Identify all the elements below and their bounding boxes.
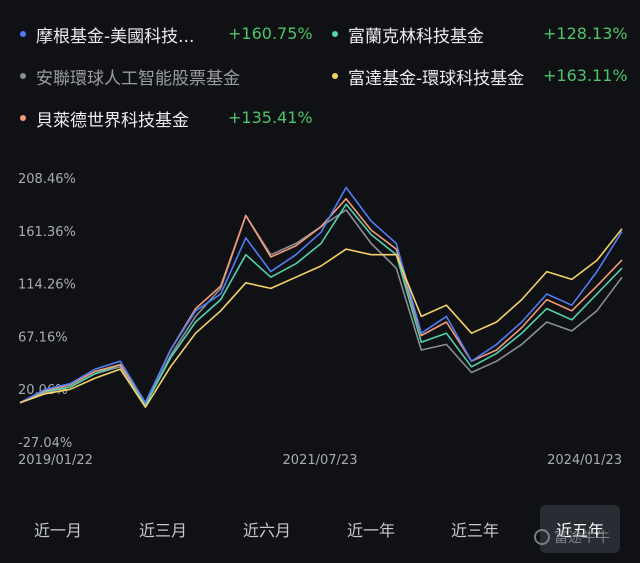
x-tick-label: 2024/01/23	[547, 453, 622, 468]
y-tick-label: 114.26%	[18, 278, 76, 293]
legend-item-3[interactable]: 安聯環球人工智能股票基金	[18, 62, 240, 90]
performance-chart[interactable]: 208.46% 161.36% 114.26% 67.16% 20.06% -27.04%…	[0, 158, 640, 478]
legend-name-1: 摩根基金-美國科技...	[36, 26, 195, 47]
legend-name-5: 貝萊德世界科技基金	[36, 110, 189, 131]
x-tick-label: 2021/07/23	[283, 453, 358, 468]
tab-3m[interactable]: 近三月	[113, 505, 213, 553]
legend-value-4: +163.11%	[543, 66, 628, 85]
period-tabs: 近一月 近三月 近六月 近一年 近三年 近五年	[0, 505, 640, 553]
series-line-2	[19, 203, 623, 406]
tab-1y[interactable]: 近一年	[321, 505, 421, 553]
watermark-text: 富途牛牛	[554, 530, 610, 546]
legend-dot-1	[20, 31, 26, 37]
tab-label: 近一月	[33, 521, 82, 540]
chart-svg: 208.46%161.36%114.26%67.16%20.06%-27.04%…	[18, 172, 623, 468]
tab-3y[interactable]: 近三年	[425, 505, 525, 553]
legend-dot-3	[20, 73, 26, 79]
legend-item-1[interactable]: 摩根基金-美國科技...	[18, 20, 194, 48]
y-tick-label: -27.04%	[18, 436, 72, 451]
y-tick-label: 67.16%	[18, 330, 68, 345]
legend-item-5[interactable]: 貝萊德世界科技基金	[18, 104, 189, 132]
tab-label: 近五年	[555, 521, 604, 540]
legend-value-5: +135.41%	[228, 108, 313, 127]
legend-name-2: 富蘭克林科技基金	[348, 26, 484, 47]
legend-item-4[interactable]: 富達基金-環球科技基金	[330, 62, 524, 90]
series-line-1	[19, 186, 623, 404]
legend-value-2: +128.13%	[543, 24, 628, 43]
tab-label: 近六月	[242, 521, 291, 540]
tab-label: 近一年	[346, 521, 395, 540]
tab-6m[interactable]: 近六月	[217, 505, 317, 553]
tab-5y[interactable]: 近五年	[540, 505, 620, 553]
watermark: 富途牛牛	[534, 527, 610, 547]
legend-value-1: +160.75%	[228, 24, 313, 43]
legend-dot-5	[20, 115, 26, 121]
y-tick-label: 161.36%	[18, 225, 76, 240]
legend: 摩根基金-美國科技... +160.75% 富蘭克林科技基金 +128.13% …	[0, 0, 640, 150]
legend-dot-2	[332, 31, 338, 37]
tab-label: 近三年	[450, 521, 499, 540]
x-tick-label: 2019/01/22	[18, 453, 93, 468]
legend-name-3: 安聯環球人工智能股票基金	[36, 68, 240, 89]
series-line-3	[19, 209, 623, 406]
legend-dot-4	[332, 73, 338, 79]
legend-item-2[interactable]: 富蘭克林科技基金	[330, 20, 484, 48]
series-line-5	[19, 197, 623, 404]
futu-logo-icon	[534, 529, 550, 545]
series-line-4	[19, 228, 623, 408]
legend-name-4: 富達基金-環球科技基金	[348, 68, 525, 89]
tab-label: 近三月	[138, 521, 187, 540]
y-tick-label: 208.46%	[18, 172, 76, 187]
tab-1m[interactable]: 近一月	[8, 505, 108, 553]
